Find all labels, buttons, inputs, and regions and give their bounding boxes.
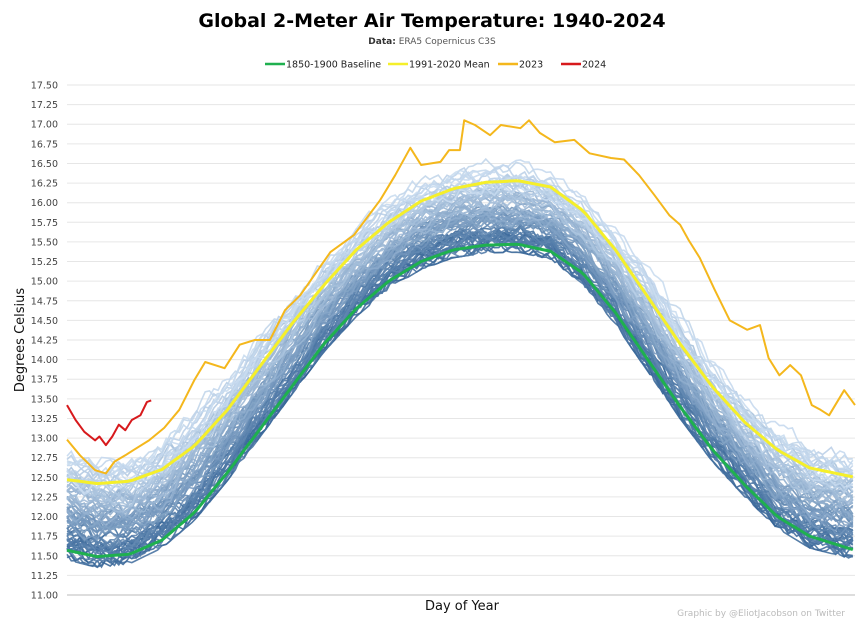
y-tick-label: 13.00	[31, 434, 58, 445]
y-tick-label: 17.25	[31, 100, 58, 111]
subtitle-source: ERA5 Copernicus C3S	[399, 37, 496, 47]
y-tick-label: 11.50	[31, 551, 58, 562]
historical-line-1975	[66, 214, 854, 540]
y-tick-label: 17.00	[31, 120, 58, 131]
historical-line-2015	[66, 179, 854, 492]
y-tick-label: 15.75	[31, 218, 58, 229]
y-tick-label: 15.50	[31, 237, 58, 248]
legend-item: 2023	[498, 60, 543, 71]
y-tick-labels: 11.00 11.25 11.50 11.75 12.00 12.25 12.50 12.75…	[31, 81, 58, 602]
historical-line-2022	[66, 174, 854, 494]
historical-line-1989	[66, 203, 854, 518]
y-tick-label: 13.50	[31, 394, 58, 405]
y-tick-label: 16.25	[31, 179, 58, 190]
historical-line-2017	[67, 168, 854, 476]
historical-line-1982	[66, 210, 854, 526]
chart-title: Global 2-Meter Air Temperature: 1940-202…	[198, 10, 665, 32]
footer-credit: Graphic by @EliotJacobson on Twitter	[677, 609, 845, 619]
y-tick-label: 12.25	[31, 492, 58, 503]
legend-label: 1850-1900 Baseline	[286, 60, 381, 71]
y-tick-label: 16.50	[31, 159, 58, 170]
legend-item: 1850-1900 Baseline	[265, 60, 381, 71]
historical-line-2021	[66, 169, 854, 480]
series-line-1991-2020-mean	[66, 179, 854, 486]
historical-line-1981	[66, 210, 854, 542]
y-tick-label: 14.00	[31, 355, 58, 366]
historical-line-1959	[66, 231, 853, 551]
legend-item: 1991-2020 Mean	[388, 60, 490, 71]
y-tick-label: 15.25	[31, 257, 58, 268]
y-tick-label: 14.25	[31, 336, 58, 347]
y-tick-label: 11.25	[31, 571, 58, 582]
historical-line-2020	[66, 172, 854, 496]
subtitle-label: Data:	[368, 37, 396, 47]
y-tick-label: 12.75	[31, 453, 58, 464]
y-tick-label: 11.00	[31, 591, 58, 602]
series-lines	[66, 119, 856, 559]
series-line-1850-1900-baseline	[66, 242, 854, 559]
y-tick-label: 13.25	[31, 414, 58, 425]
y-tick-label: 14.75	[31, 296, 58, 307]
legend-label: 2024	[582, 60, 606, 71]
legend-label: 2023	[519, 60, 543, 71]
historical-line-2007	[66, 186, 853, 508]
y-tick-label: 15.00	[31, 277, 58, 288]
y-tick-label: 11.75	[31, 532, 58, 543]
chart-subtitle: Data: ERA5 Copernicus C3S	[368, 37, 496, 47]
y-tick-label: 16.00	[31, 198, 58, 209]
historical-line-1962	[66, 230, 854, 562]
legend-label: 1991-2020 Mean	[409, 60, 490, 71]
series-line-2023	[66, 119, 856, 475]
y-axis-label: Degrees Celsius	[13, 288, 28, 393]
y-tick-label: 12.00	[31, 512, 58, 523]
x-axis-label: Day of Year	[425, 599, 500, 614]
historical-line-1997	[66, 190, 854, 513]
historical-line-2019	[66, 159, 854, 472]
historical-line-1983	[66, 212, 854, 520]
legend: 1850-1900 Baseline 1991-2020 Mean 2023 2024	[265, 60, 606, 71]
y-tick-label: 16.75	[31, 139, 58, 150]
y-tick-label: 17.50	[31, 81, 58, 92]
historical-line-1985	[66, 215, 854, 534]
y-tick-label: 14.50	[31, 316, 58, 327]
y-tick-label: 13.75	[31, 375, 58, 386]
historical-year-lines	[66, 157, 854, 569]
historical-line-1992	[66, 205, 854, 527]
legend-item: 2024	[561, 60, 606, 71]
series-line-2024	[66, 399, 152, 447]
historical-line-1967	[66, 224, 854, 554]
y-tick-label: 12.50	[31, 473, 58, 484]
